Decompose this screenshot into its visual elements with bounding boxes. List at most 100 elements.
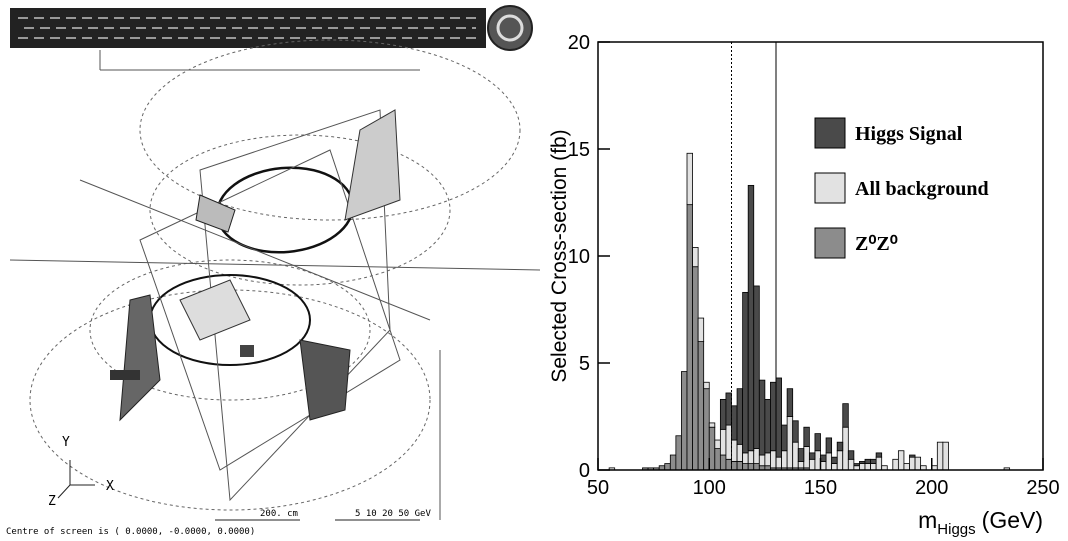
bar-segment [725,392,732,426]
bar-segment [747,463,755,471]
event-display: Y X Z Centre of screen is ( 0.0000, -0.0… [6,5,541,537]
legend-label: All background [855,178,989,200]
bar-segment [814,433,821,452]
y-axis-label: Selected Cross-section (fb) [548,129,571,382]
bar-segment [909,454,916,458]
logo [487,5,533,51]
bar-segment [864,458,871,464]
bar-segment [842,426,849,471]
bar-segment [836,441,844,452]
x-tick-label: 250 [1026,477,1059,499]
bar-segment [764,452,771,467]
bar-segment [786,388,794,417]
bar-segment [714,439,721,450]
y-tick-label: 0 [579,460,590,482]
axis-label: X [106,479,114,494]
legend-swatch [814,227,846,259]
bar-segment [870,463,877,471]
logo-ring [496,14,524,42]
banner-texture [18,17,480,39]
bar-segment [870,458,877,464]
bar-segment [792,420,799,443]
bar-segment [847,450,855,460]
bar-segment [708,426,716,471]
bar-segment [820,454,827,462]
x-tick-label: 100 [693,477,726,499]
bar-segment [731,439,738,462]
bar-segment [719,398,727,430]
bar-segment [797,461,805,469]
bar-segment [786,416,794,469]
bar-segment [914,456,922,471]
bar-segment [714,448,721,471]
bar-segment [736,388,744,445]
bar-segment [686,152,693,206]
bar-segment [753,448,760,464]
bar-segment [770,450,777,469]
bar-segment [758,379,766,456]
legend-swatch [814,117,846,149]
bar-segment [781,424,788,452]
bar-segment [747,450,755,464]
bar-segment [825,437,833,454]
y-tick-label: 5 [579,353,590,375]
centre-text: Centre of screen is ( 0.0000, -0.0000, 0… [6,527,255,537]
legend-swatch [814,172,846,204]
bar-segment [859,461,866,464]
bar-segment [803,446,810,469]
bar-segment [675,435,682,471]
bar-segment [808,458,816,471]
bar-segment [736,443,744,462]
bar-segment [753,463,760,471]
bar-segment [725,424,732,460]
bar-segment [820,461,827,471]
bar-segment [936,441,944,471]
bar-segment [731,405,738,441]
bar-segment [831,463,838,471]
y-tick-label: 15 [568,139,590,161]
bar-segment [758,454,766,467]
bar-segment [792,441,799,469]
bar-segment [831,456,838,464]
bar-segment [797,448,805,462]
bar-segment [703,381,710,390]
bar-segment [742,463,749,471]
histogram-chart: 0 5 10 15 20 50 100 150 200 250 Selected Cross-sec… [548,32,1060,538]
y-tick-label: 10 [568,246,590,268]
bar-segment [686,204,693,471]
bar-segment [703,388,710,471]
bar-segment [742,291,749,454]
bar-segment [825,452,833,471]
x-tick-label: 150 [804,477,837,499]
bar-segment [681,371,688,471]
length-scale: 200. cm [260,509,298,519]
bar-segment [708,422,716,428]
bar-segment [669,454,677,471]
bar-segment [808,452,816,460]
x-label-symbol: m [918,507,937,533]
legend-label: Higgs Signal [855,123,963,145]
bar-segment [692,266,699,471]
x-tick-label: 50 [587,477,609,499]
bar-segment [781,450,788,469]
axis-label: Z [48,494,56,509]
bar-segment [859,463,866,471]
bar-segment [719,454,727,471]
energy-scale: 5 10 20 50 GeV [355,509,431,519]
bar-segment [897,450,905,471]
bar-segment [836,450,844,471]
legend-label: Z⁰Z⁰ [855,233,898,255]
bar-segment [903,463,910,471]
bar-segment [775,456,782,469]
x-label-unit: (GeV) [982,507,1043,533]
bar-segment [770,381,777,452]
y-tick-label: 20 [568,32,590,54]
bar-segment [942,441,949,471]
bar-segment [753,285,760,449]
bar-segment [864,463,871,471]
bar-segment [697,341,705,471]
bar-segment [747,184,755,452]
bar-segment [764,398,771,454]
bar-segment [875,452,883,458]
